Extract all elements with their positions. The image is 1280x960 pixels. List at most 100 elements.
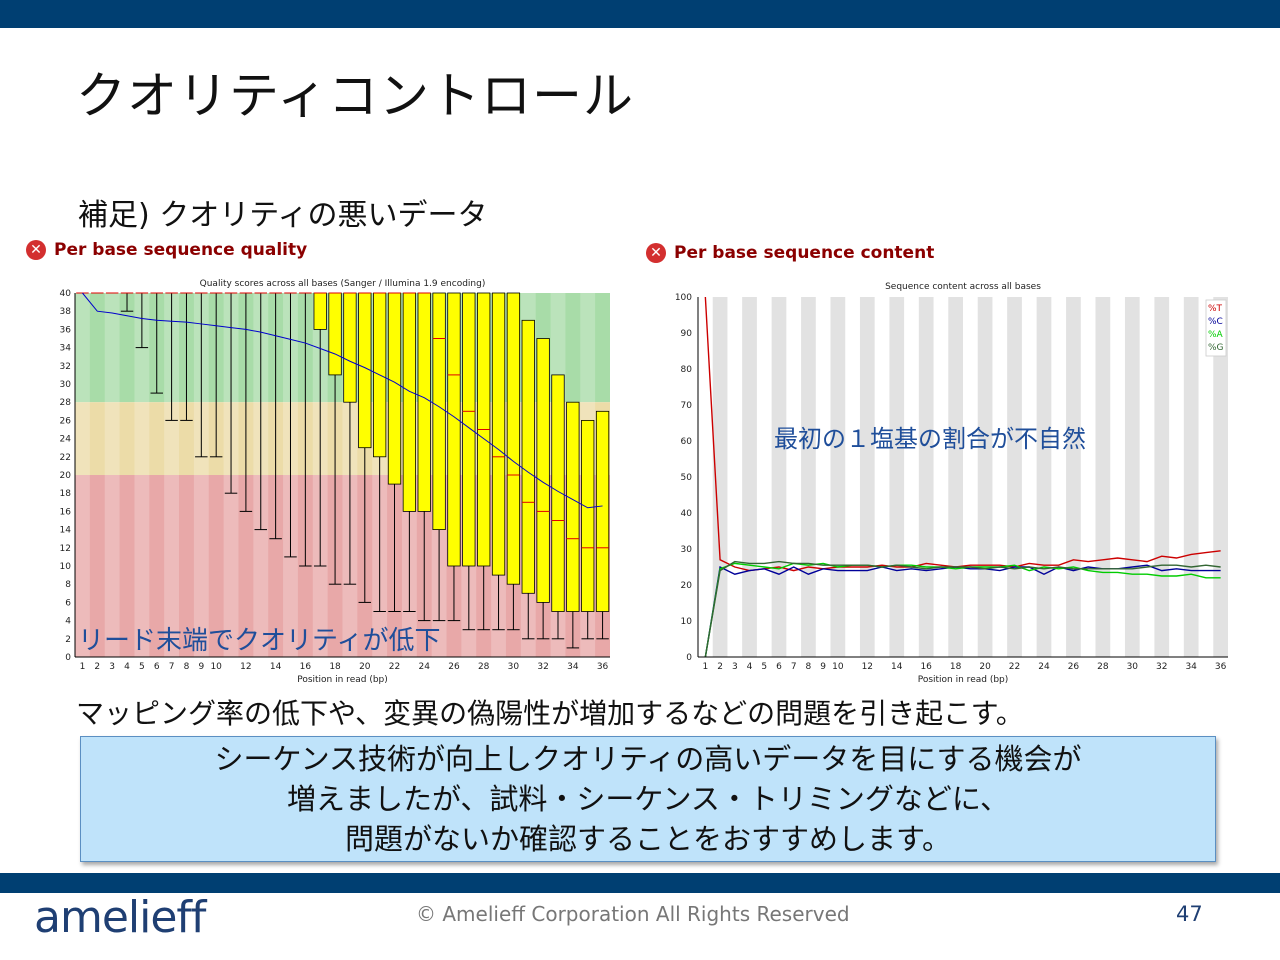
quality-box (358, 292, 372, 449)
quality-boxplot-chart: Quality scores across all bases (Sanger … (60, 279, 610, 685)
column-stripe (889, 297, 905, 657)
x-tick-label: 6 (776, 662, 782, 672)
x-tick-label: 22 (389, 662, 400, 672)
x-axis-label: Position in read (bp) (918, 675, 1009, 685)
x-tick-label: 2 (94, 662, 100, 672)
y-tick-label: 28 (60, 398, 72, 408)
legend-box (1205, 299, 1227, 357)
series-line-pct-G (704, 560, 1221, 658)
left-panel-title: ✕ Per base sequence quality (26, 240, 307, 260)
x-tick-label: 28 (478, 662, 490, 672)
left-panel-title-text: Per base sequence quality (54, 240, 308, 260)
column-stripe (859, 297, 875, 657)
right-panel-title: ✕ Per base sequence content (646, 243, 934, 263)
x-tick-label: 12 (240, 662, 251, 672)
company-logo: amelieff (34, 892, 206, 943)
quality-box (402, 292, 417, 512)
x-tick-label: 14 (891, 662, 903, 672)
legend: %T %C %A %G (1205, 299, 1227, 357)
chart-title: Quality scores across all bases (Sanger … (200, 279, 486, 289)
right-panel-title-text: Per base sequence content (674, 243, 935, 263)
column-stripe (742, 297, 757, 657)
copyright-text: © Amelieff Corporation All Rights Reserv… (416, 902, 850, 926)
quality-box (521, 319, 535, 594)
x-tick-label: 32 (537, 662, 548, 672)
y-tick-label: 26 (60, 416, 72, 426)
x-tick-label: 32 (1156, 662, 1167, 672)
x-tick-label: 1 (80, 662, 86, 672)
error-x-icon: ✕ (26, 240, 46, 260)
column-stripe (918, 297, 934, 657)
column-stripe (948, 297, 963, 657)
legend-entry: %G (1208, 343, 1224, 353)
y-tick-label: 30 (681, 545, 693, 555)
zone-reasonable (75, 402, 610, 475)
quality-box (506, 292, 521, 585)
x-tick-label: 12 (862, 662, 873, 672)
quality-box (536, 338, 550, 603)
y-tick-label: 40 (681, 509, 693, 519)
y-tick-label: 24 (60, 435, 72, 445)
y-tick-label: 16 (60, 507, 72, 517)
series-line-pct-T (704, 296, 1221, 572)
column-stripe (1036, 297, 1052, 657)
quality-box (566, 401, 580, 612)
x-tick-label: 24 (419, 662, 431, 672)
x-tick-label: 34 (567, 662, 579, 672)
column-stripe (977, 297, 993, 657)
y-tick-label: 20 (60, 471, 72, 481)
x-tick-label: 5 (139, 662, 145, 672)
slide-subtitle: 補足) クオリティの悪いデータ (78, 198, 488, 233)
quality-box (417, 292, 431, 512)
bottom-bar (0, 873, 1280, 893)
chart-annotation: 最初の１塩基の割合が不自然 (774, 425, 1086, 453)
x-tick-label: 14 (270, 662, 282, 672)
y-tick-label: 0 (686, 653, 692, 663)
x-tick-label: 30 (508, 662, 520, 672)
zone-good (75, 293, 610, 403)
note-line-3: 問題がないか確認することをおすすめします。 (344, 822, 952, 856)
chart-annotation: リード末端でクオリティが低下 (78, 626, 440, 656)
x-tick-label: 1 (702, 662, 708, 672)
x-tick-label: 26 (1068, 662, 1080, 672)
x-tick-label: 30 (1127, 662, 1139, 672)
y-tick-label: 10 (681, 617, 693, 627)
x-tick-label: 36 (1215, 662, 1227, 672)
quality-box (328, 292, 342, 376)
quality-box (581, 419, 595, 612)
x-tick-label: 10 (210, 662, 222, 672)
x-tick-label: 34 (1185, 662, 1197, 672)
column-stripe (193, 293, 209, 657)
y-tick-label: 8 (65, 580, 71, 590)
error-x-icon: ✕ (646, 243, 666, 263)
sequence-content-chart: Sequence content across all bases 0 10 20 30… (675, 282, 1228, 685)
series-line-pct-A (704, 562, 1221, 658)
x-tick-label: 28 (1097, 662, 1109, 672)
page-number: 47 (1176, 902, 1203, 926)
x-tick-label: 16 (300, 662, 312, 672)
quality-box (447, 292, 461, 567)
x-tick-label: 24 (1038, 662, 1050, 672)
quality-box (551, 374, 565, 612)
x-tick-label: 10 (832, 662, 844, 672)
quality-box (595, 410, 610, 612)
y-tick-label: 4 (65, 617, 71, 627)
column-stripe (75, 293, 90, 657)
x-tick-label: 3 (732, 662, 738, 672)
x-tick-label: 2 (717, 662, 723, 672)
column-stripe (134, 293, 150, 657)
x-tick-label: 4 (747, 662, 753, 672)
x-tick-label: 8 (184, 662, 190, 672)
x-tick-label: 18 (950, 662, 962, 672)
quality-box (387, 292, 402, 485)
x-tick-label: 7 (169, 662, 175, 672)
mean-quality-line (82, 292, 603, 509)
y-tick-label: 34 (60, 344, 72, 354)
slide-caption: マッピング率の低下や、変異の偽陽性が増加するなどの問題を引き起こす。 (76, 697, 1024, 730)
column-stripe (1007, 297, 1022, 657)
y-tick-label: 30 (60, 380, 72, 390)
note-line-2: 増えましたが、試料・シーケンス・トリミングなどに、 (286, 782, 1010, 816)
column-stripe (771, 297, 787, 657)
legend-entry: %C (1208, 317, 1223, 327)
x-tick-label: 8 (806, 662, 812, 672)
